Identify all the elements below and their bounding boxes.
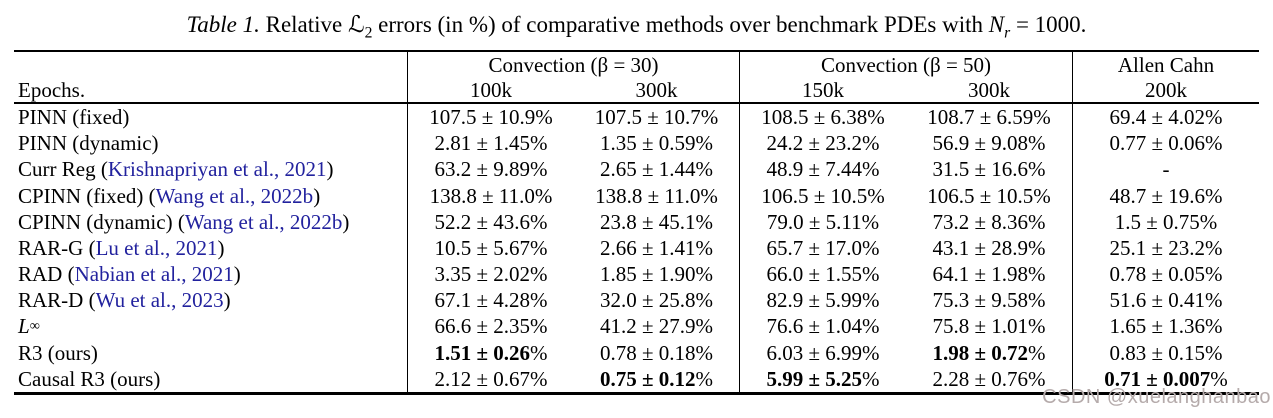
value-cell: 2.12 ± 0.67% <box>434 366 548 391</box>
method-label: Causal R3 (ours) <box>14 366 408 393</box>
value-cell: 0.83 ± 0.15% <box>1109 340 1223 365</box>
method-label: Curr Reg (Krishnapriyan et al., 2021) <box>14 156 408 183</box>
header-epochs-label: Epochs. <box>14 78 408 105</box>
value-cell: 0.78 ± 0.05% <box>1109 262 1223 287</box>
method-label: RAD (Nabian et al., 2021) <box>14 261 408 288</box>
value-cell: 2.65 ± 1.44% <box>574 156 740 183</box>
method-label: CPINN (dynamic) (Wang et al., 2022b) <box>14 209 408 236</box>
value-cell: 32.0 ± 25.8% <box>574 287 740 314</box>
value-cell: 51.6 ± 0.41% <box>1109 288 1223 313</box>
header-epoch-150k: 150k <box>740 78 906 105</box>
value-cell: 73.2 ± 8.36% <box>906 209 1073 236</box>
value-cell: 48.7 ± 19.6% <box>1109 183 1223 208</box>
value-cell: - <box>1162 157 1170 182</box>
header-empty-cell <box>14 52 408 79</box>
caption-text-2: errors (in %) of comparative methods ove… <box>378 12 983 37</box>
method-label: PINN (dynamic) <box>14 130 408 157</box>
value-cell: 6.03 ± 6.99% <box>766 340 880 365</box>
caption-math-l: ℒ2 <box>348 12 373 42</box>
header-group-allen-cahn: Allen Cahn <box>1117 52 1215 77</box>
header-epoch-100k: 100k <box>408 78 574 105</box>
value-cell: 0.75 ± 0.12% <box>574 366 740 393</box>
value-cell: 24.2 ± 23.2% <box>766 131 880 156</box>
value-cell: 106.5 ± 10.5% <box>906 182 1073 210</box>
value-cell: 2.66 ± 1.41% <box>574 235 740 262</box>
csdn-watermark: CSDN @xuelanghanbao <box>1042 386 1271 408</box>
citation-link[interactable]: Wang et al., 2022b <box>184 209 343 234</box>
method-label: RAR-G (Lu et al., 2021) <box>14 235 408 262</box>
caption-text-3: = 1000. <box>1015 12 1087 37</box>
value-cell: 64.1 ± 1.98% <box>906 261 1073 288</box>
method-label: RAR-D (Wu et al., 2023) <box>14 287 408 314</box>
method-label: CPINN (fixed) (Wang et al., 2022b) <box>14 182 408 210</box>
value-cell: 63.2 ± 9.89% <box>434 157 548 182</box>
value-cell: 23.8 ± 45.1% <box>574 209 740 236</box>
value-cell: 75.8 ± 1.01% <box>906 313 1073 341</box>
results-table: Convection (β = 30) Convection (β = 50) … <box>14 50 1259 396</box>
caption-text-1: Relative <box>265 12 343 37</box>
value-cell: 0.78 ± 0.18% <box>574 340 740 367</box>
value-cell: 79.0 ± 5.11% <box>766 209 880 234</box>
citation-link[interactable]: Krishnapriyan et al., 2021 <box>107 157 327 182</box>
method-label: R3 (ours) <box>14 340 408 367</box>
value-cell: 75.3 ± 9.58% <box>906 287 1073 314</box>
value-cell: 65.7 ± 17.0% <box>766 235 880 260</box>
value-cell: 1.35 ± 0.59% <box>574 130 740 157</box>
value-cell: 1.85 ± 1.90% <box>574 261 740 288</box>
value-cell: 5.99 ± 5.25% <box>766 366 880 391</box>
citation-link[interactable]: Wu et al., 2023 <box>95 288 224 313</box>
value-cell: 48.9 ± 7.44% <box>766 157 880 182</box>
header-group-convection-b30: Convection (β = 30) <box>408 52 740 79</box>
method-label: PINN (fixed) <box>14 104 408 131</box>
citation-link[interactable]: Nabian et al., 2021 <box>74 262 234 287</box>
value-cell: 10.5 ± 5.67% <box>434 235 548 260</box>
header-epoch-300k-a: 300k <box>574 78 740 105</box>
value-cell: 1.65 ± 1.36% <box>1109 314 1223 339</box>
value-cell: 108.5 ± 6.38% <box>761 104 885 129</box>
value-cell: 31.5 ± 16.6% <box>906 156 1073 183</box>
value-cell: 2.81 ± 1.45% <box>434 131 548 156</box>
value-cell: 0.71 ± 0.007% <box>1104 366 1228 391</box>
value-cell: 25.1 ± 23.2% <box>1109 235 1223 260</box>
caption-label: Table 1. <box>186 12 260 37</box>
value-cell: 67.1 ± 4.28% <box>434 288 548 313</box>
value-cell: 69.4 ± 4.02% <box>1109 104 1223 129</box>
header-epoch-200k: 200k <box>1073 78 1259 105</box>
value-cell: 56.9 ± 9.08% <box>906 130 1073 157</box>
header-epoch-300k-b: 300k <box>906 78 1073 105</box>
value-cell: 41.2 ± 27.9% <box>574 313 740 341</box>
value-cell: 52.2 ± 43.6% <box>434 209 548 234</box>
value-cell: 1.51 ± 0.26% <box>434 340 548 365</box>
header-group-convection-b50: Convection (β = 50) <box>740 52 1073 79</box>
value-cell: 1.98 ± 0.72% <box>906 340 1073 367</box>
value-cell: 66.6 ± 2.35% <box>434 314 548 339</box>
value-cell: 76.6 ± 1.04% <box>766 314 880 339</box>
citation-link[interactable]: Lu et al., 2021 <box>95 235 218 260</box>
value-cell: 107.5 ± 10.7% <box>574 104 740 131</box>
value-cell: 82.9 ± 5.99% <box>766 288 880 313</box>
value-cell: 138.8 ± 11.0% <box>429 183 553 208</box>
value-cell: 0.77 ± 0.06% <box>1109 131 1223 156</box>
value-cell: 1.5 ± 0.75% <box>1114 209 1218 234</box>
value-cell: 138.8 ± 11.0% <box>574 182 740 210</box>
table-caption: Table 1. Relative ℒ2 errors (in %) of co… <box>0 12 1273 43</box>
method-label: L ∞ <box>14 313 408 341</box>
value-cell: 108.7 ± 6.59% <box>906 104 1073 131</box>
value-cell: 66.0 ± 1.55% <box>766 262 880 287</box>
value-cell: 43.1 ± 28.9% <box>906 235 1073 262</box>
value-cell: 2.28 ± 0.76% <box>906 366 1073 393</box>
value-cell: 106.5 ± 10.5% <box>761 183 885 208</box>
value-cell: 3.35 ± 2.02% <box>434 262 548 287</box>
caption-math-n: Nr <box>988 12 1011 42</box>
citation-link[interactable]: Wang et al., 2022b <box>155 183 314 208</box>
value-cell: 107.5 ± 10.9% <box>429 104 553 129</box>
